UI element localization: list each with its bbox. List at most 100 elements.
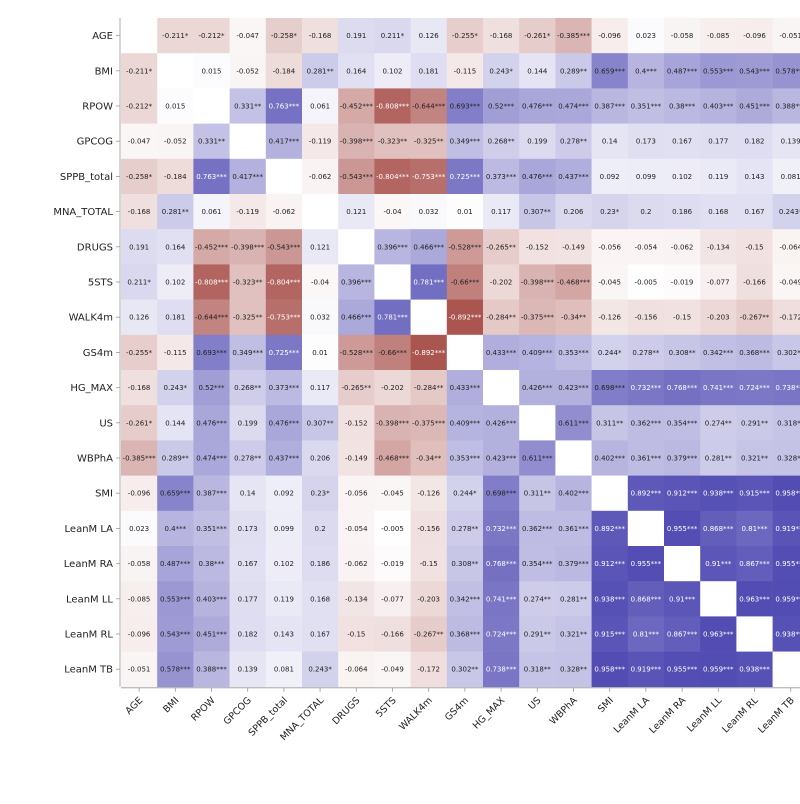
cell-value-label: 0.409***	[522, 349, 553, 357]
heatmap-cell	[302, 264, 339, 300]
cell-value-label: 0.181	[419, 67, 439, 75]
cell-value-label: 0.409***	[450, 419, 481, 427]
heatmap-cell	[338, 264, 375, 300]
y-tick-label: LeanM RL	[65, 630, 114, 641]
heatmap-cell	[555, 158, 592, 195]
heatmap-cell	[121, 581, 158, 617]
cell-value-label: 0.167	[672, 138, 692, 146]
cell-value-label: 0.938***	[594, 595, 625, 603]
cell-value-label: -0.062	[309, 173, 332, 181]
heatmap-cell	[193, 123, 230, 160]
heatmap-cell	[736, 264, 773, 300]
cell-value-label: 0.061	[310, 103, 330, 111]
cell-value-label: 0.81***	[633, 631, 660, 639]
cell-value-label: -0.804***	[376, 173, 410, 181]
cell-value-label: 0.725***	[269, 349, 300, 357]
x-tick-label: HG_MAX	[471, 695, 508, 732]
heatmap-cell	[772, 158, 800, 195]
cell-value-label: 0.342***	[450, 595, 481, 603]
cell-value-label: -0.168	[128, 208, 151, 216]
heatmap-cell	[591, 581, 629, 617]
cell-value-label: 0.291**	[741, 419, 769, 427]
cell-value-label: 0.302**	[777, 349, 800, 357]
cell-value-label: 0.081	[781, 173, 800, 181]
heatmap-cell	[410, 123, 448, 160]
cell-value-label: 0.243*	[308, 666, 332, 674]
heatmap-cell	[519, 475, 556, 512]
cell-value-label: -0.255*	[126, 349, 153, 357]
cell-value-label: 0.173	[636, 138, 656, 146]
heatmap-cell	[302, 440, 339, 476]
heatmap-cell	[374, 53, 411, 89]
cell-value-label: 0.433***	[486, 349, 517, 357]
heatmap-cell	[736, 616, 773, 652]
cell-value-label: 0.244*	[598, 349, 622, 357]
cell-value-label: -0.892***	[448, 314, 482, 322]
heatmap-cell	[338, 158, 375, 195]
heatmap-cell	[700, 158, 737, 195]
cell-value-label: 0.331**	[234, 103, 262, 111]
heatmap-cell	[664, 510, 701, 547]
heatmap-cell	[627, 264, 665, 300]
cell-value-label: 0.321**	[741, 455, 769, 463]
heatmap-cell	[229, 475, 267, 512]
cell-value-label: 0.396***	[341, 279, 372, 287]
cell-value-label: 0.958***	[775, 490, 800, 498]
cell-value-label: -0.808***	[376, 103, 410, 111]
cell-value-label: -0.052	[236, 67, 259, 75]
cell-value-label: -0.452***	[340, 103, 374, 111]
cell-value-label: 0.243*	[164, 384, 188, 392]
x-tick-label: GPCOG	[222, 695, 254, 727]
cell-value-label: 0.892***	[631, 490, 662, 498]
heatmap-cell	[483, 53, 520, 89]
heatmap-cell	[519, 264, 556, 300]
cell-value-label: 0.117	[310, 384, 330, 392]
heatmap-cell	[446, 334, 484, 371]
heatmap-cell	[193, 158, 230, 195]
cell-value-label: -0.325**	[233, 314, 263, 322]
heatmap-cell	[157, 510, 194, 547]
cell-value-label: 0.91***	[705, 560, 732, 568]
heatmap-cell	[410, 229, 448, 265]
heatmap-cell	[410, 370, 448, 406]
heatmap-cell	[121, 18, 158, 54]
heatmap-cell	[591, 440, 629, 476]
heatmap-cell	[410, 546, 448, 582]
cell-value-label: 0.912***	[594, 560, 625, 568]
cell-value-label: 0.353***	[450, 455, 481, 463]
heatmap-cell	[591, 123, 629, 160]
heatmap-cell	[229, 616, 267, 652]
cell-value-label: -0.156	[635, 314, 658, 322]
heatmap-cell	[265, 194, 303, 230]
heatmap-cell	[483, 616, 520, 652]
heatmap-cell	[265, 546, 303, 582]
heatmap-cell	[700, 510, 737, 547]
cell-value-label: -0.808***	[195, 279, 229, 287]
heatmap-cell	[772, 616, 800, 652]
cell-value-label: 0.868***	[631, 595, 662, 603]
heatmap-cell	[338, 299, 375, 336]
heatmap-cell	[555, 123, 592, 160]
heatmap-cell	[483, 264, 520, 300]
cell-value-label: 0.099	[274, 525, 294, 533]
cell-value-label: 0.318**	[524, 666, 552, 674]
heatmap-cell	[483, 440, 520, 476]
heatmap-cell	[229, 334, 267, 371]
heatmap-cell	[121, 158, 158, 195]
cell-value-label: -0.119	[236, 208, 259, 216]
heatmap-cell	[736, 546, 773, 582]
cell-value-label: -0.15	[420, 560, 438, 568]
heatmap-cell	[700, 18, 737, 54]
y-tick-label: HG_MAX	[70, 383, 113, 394]
cell-value-label: -0.34**	[561, 314, 587, 322]
heatmap-cell	[157, 370, 194, 406]
heatmap-cell	[302, 229, 339, 265]
heatmap-cell	[265, 123, 303, 160]
cell-value-label: -0.468***	[376, 455, 410, 463]
cell-value-label: 0.102	[382, 67, 402, 75]
heatmap-cell	[193, 194, 230, 230]
heatmap-cell	[265, 370, 303, 406]
y-tick-label: LeanM TB	[64, 665, 113, 676]
cell-value-label: 0.281**	[705, 455, 733, 463]
cell-value-label: 0.167	[744, 208, 764, 216]
